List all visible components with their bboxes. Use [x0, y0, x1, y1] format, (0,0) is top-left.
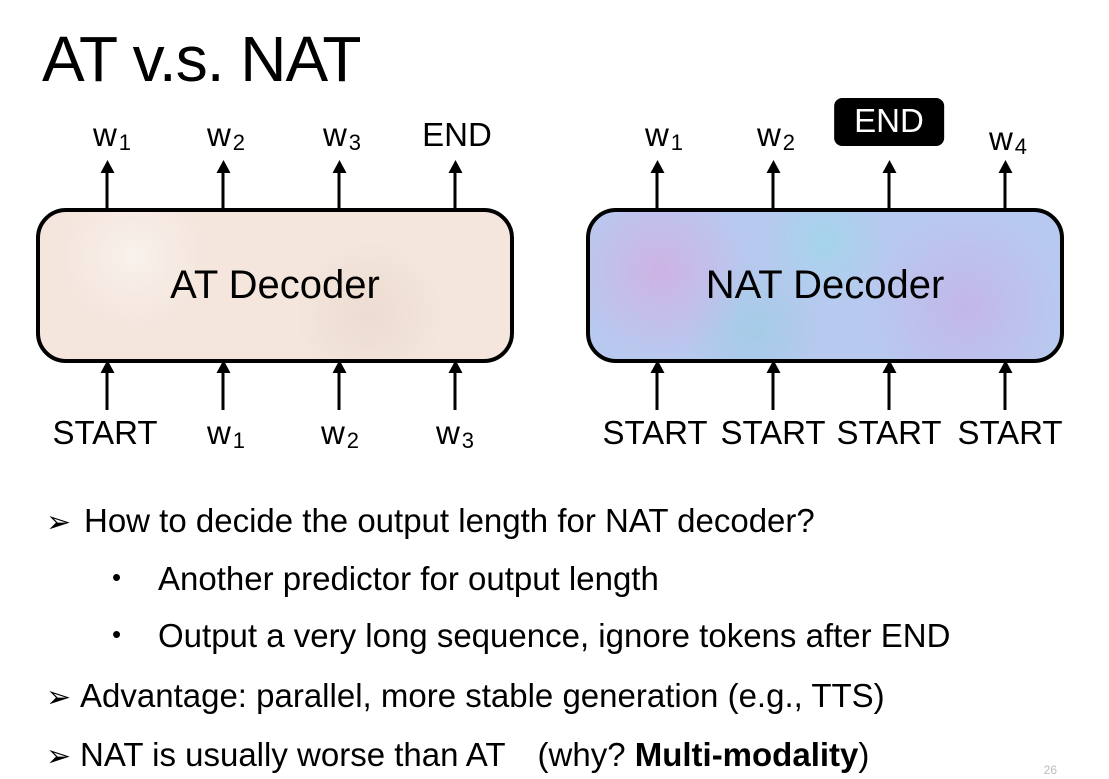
at-output-token: END	[422, 116, 492, 153]
nat-input-arrow	[1003, 372, 1007, 410]
nat-end-token-highlight: END	[834, 98, 944, 146]
at-input-arrow	[221, 372, 225, 410]
nat-output-token: w2	[756, 116, 796, 155]
nat-input-arrow	[655, 372, 659, 410]
arrow-bullet-icon: ➢	[46, 681, 72, 714]
page-title: AT v.s. NAT	[42, 23, 361, 95]
at-input-arrow	[337, 372, 341, 410]
nat-output-token: w4	[988, 120, 1028, 159]
at-input-arrow	[453, 372, 457, 410]
at-output-token: w3	[322, 116, 362, 155]
nat-output-arrow	[887, 172, 891, 210]
at-output-arrow	[453, 172, 457, 210]
arrow-bullet-icon: ➢	[46, 506, 72, 539]
at-input-token: w3	[435, 414, 475, 453]
nat-output-arrow	[1003, 172, 1007, 210]
nat-input-arrow	[887, 372, 891, 410]
nat-input-token: START	[957, 414, 1063, 451]
bullet-long-sequence: • Output a very long sequence, ignore tok…	[112, 617, 951, 654]
bullet-advantage: ➢ Advantage: parallel, more stable genera…	[46, 677, 885, 714]
at-decoder-box: AT Decoder	[36, 208, 514, 363]
at-input-token: w2	[320, 414, 360, 453]
nat-output-token: w1	[644, 116, 684, 155]
multi-modality-bold: Multi-modality	[634, 736, 859, 773]
nat-input-token: START	[720, 414, 826, 451]
nat-output-arrow	[655, 172, 659, 210]
dot-bullet-icon: •	[112, 562, 122, 592]
arrow-bullet-icon: ➢	[46, 740, 72, 773]
nat-input-arrow	[771, 372, 775, 410]
dot-bullet-icon: •	[112, 619, 122, 649]
bullet-another-predictor: • Another predictor for output length	[112, 560, 659, 597]
at-input-token: w1	[206, 414, 246, 453]
nat-decoder-label: NAT Decoder	[705, 263, 945, 307]
at-output-token: w1	[92, 116, 132, 155]
at-output-arrow	[221, 172, 225, 210]
nat-output-arrow	[771, 172, 775, 210]
nat-input-token: START	[602, 414, 708, 451]
at-output-token: w2	[206, 116, 246, 155]
nat-input-token: START	[836, 414, 942, 451]
at-output-arrow	[337, 172, 341, 210]
at-input-arrow	[105, 372, 109, 410]
page-number: 26	[1043, 763, 1057, 777]
at-input-token: START	[52, 414, 158, 451]
at-decoder-label: AT Decoder	[170, 263, 380, 307]
at-output-arrow	[105, 172, 109, 210]
bullet-nat-worse: ➢ NAT is usually worse than AT (why? Multi…	[46, 736, 870, 773]
bullet-output-length-question: ➢ How to decide the output length for NAT…	[46, 502, 815, 539]
nat-decoder-box: NAT Decoder	[586, 208, 1064, 363]
